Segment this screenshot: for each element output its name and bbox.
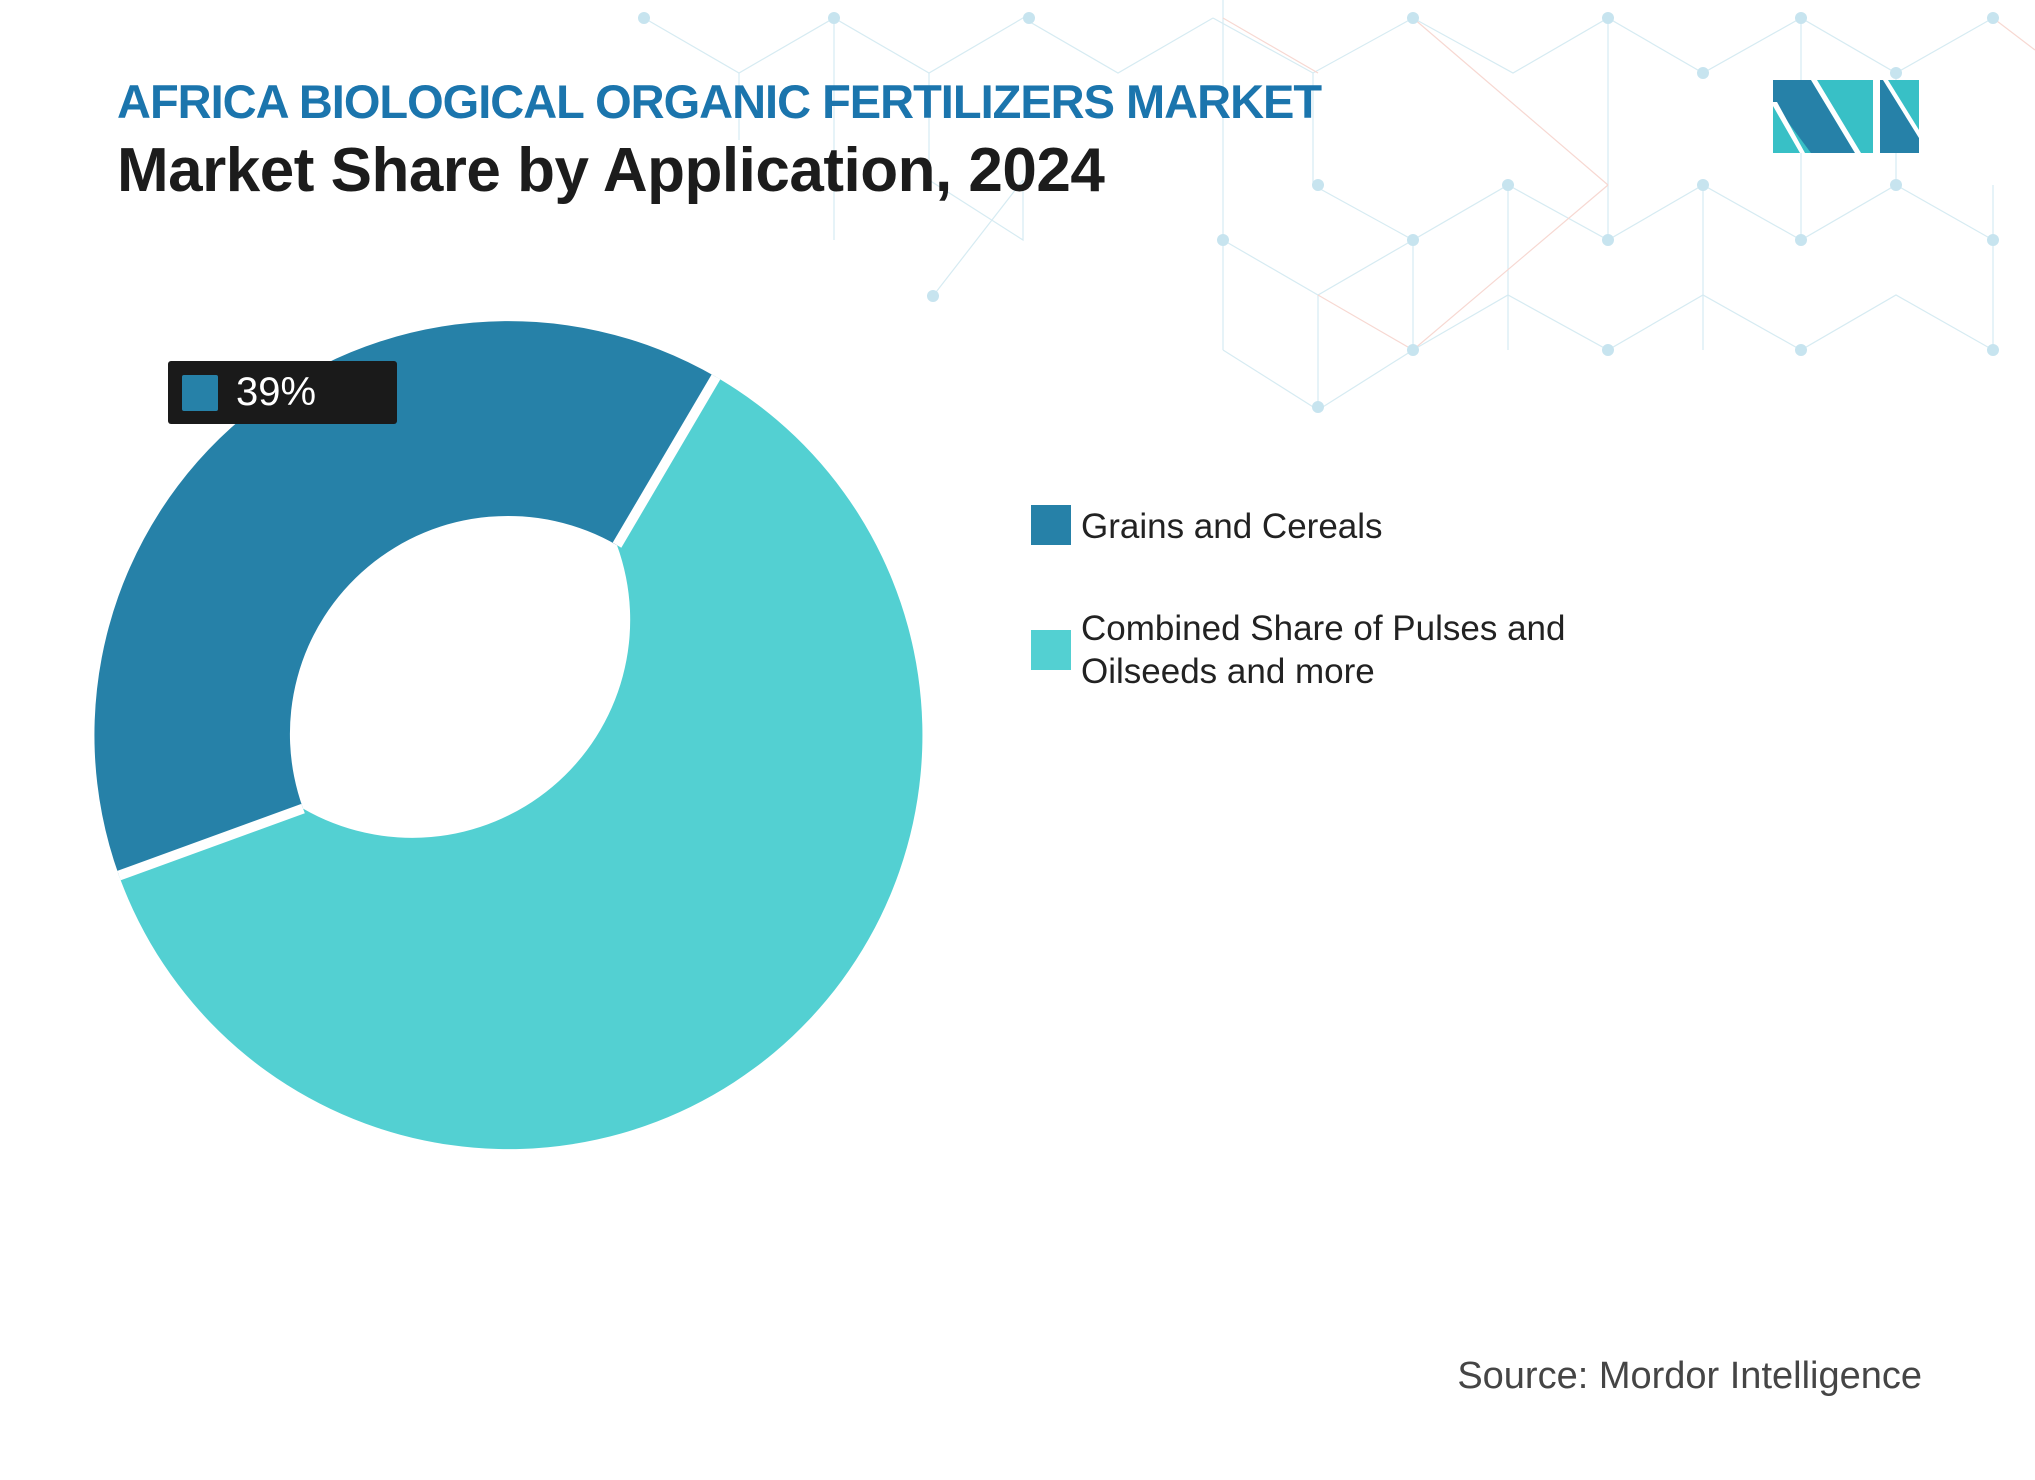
data-label-value: 39% <box>236 370 317 414</box>
legend-swatch <box>1031 630 1071 670</box>
report-subtitle: AFRICA BIOLOGICAL ORGANIC FERTILIZERS MA… <box>117 75 1322 128</box>
source-credit: Source: Mordor Intelligence <box>1457 1355 1922 1397</box>
mordor-intelligence-logo-icon <box>1773 80 1919 153</box>
legend-label: Combined Share of Pulses and Oilseeds an… <box>1081 609 1566 691</box>
legend-label: Grains and Cereals <box>1081 507 1383 546</box>
legend-swatch <box>1031 505 1071 545</box>
legend-item-pulses-oilseeds-more[interactable]: Combined Share of Pulses and Oilseeds an… <box>1031 607 1731 693</box>
segment-others[interactable] <box>119 376 923 1150</box>
donut-chart <box>94 321 923 1150</box>
label-swatch <box>182 374 218 411</box>
segment-grains-and-cereals[interactable] <box>94 321 716 876</box>
background-hex-pattern <box>638 0 2035 413</box>
chart-title: Market Share by Application, 2024 <box>117 136 1105 205</box>
data-label-grains-and-cereals: 39% <box>168 361 397 424</box>
chart-legend: Grains and Cereals Combined Share of Pul… <box>1031 500 1731 693</box>
legend-item-grains-and-cereals[interactable]: Grains and Cereals <box>1031 505 1731 548</box>
